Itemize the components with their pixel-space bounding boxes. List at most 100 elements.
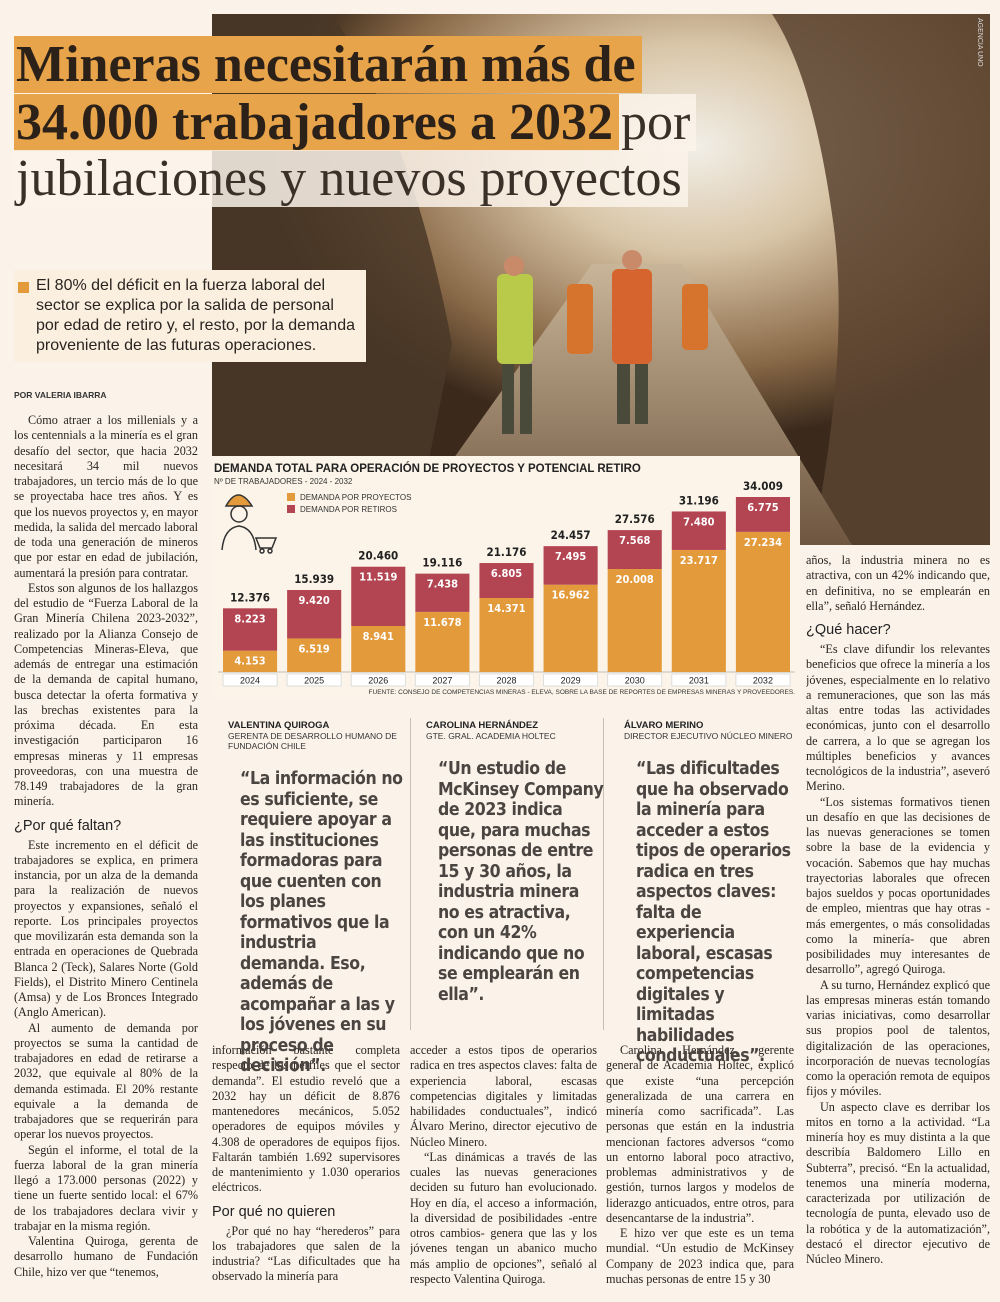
- x-tick-label: 2032: [753, 676, 773, 686]
- divider: [603, 718, 604, 1030]
- bar-segment: [479, 598, 534, 672]
- value-label: 6.519: [299, 642, 330, 655]
- column: acceder a estos tipos de operarios radic…: [410, 1043, 597, 1298]
- paragraph: “Es clave difundir los relevantes benefi…: [806, 642, 990, 794]
- paragraph: Un aspecto clave es derribar los mitos e…: [806, 1099, 990, 1267]
- value-label: 6.775: [747, 501, 778, 514]
- summary: El 80% del déficit en la fuerza laboral …: [14, 270, 366, 362]
- x-tick-label: 2025: [304, 676, 324, 686]
- value-label: 7.495: [555, 550, 586, 563]
- bar-segment: [223, 608, 278, 651]
- headline-line: Mineras necesitarán más de: [14, 36, 642, 93]
- value-label: 20.008: [616, 573, 654, 586]
- x-tick-label: 2029: [561, 676, 581, 686]
- value-label: 11.678: [423, 616, 461, 629]
- chart-source: FUENTE: CONSEJO DE COMPETENCIAS MINERAS …: [369, 689, 796, 696]
- quote: CAROLINA HERNÁNDEZ GTE. GRAL. ACADEMIA HO…: [426, 720, 604, 1005]
- quote: VALENTINA QUIROGA GERENTA DE DESARROLLO H…: [228, 720, 406, 1077]
- quote-name: VALENTINA QUIROGA: [228, 720, 330, 731]
- quote-role: GERENTA DE DESARROLLO HUMANO DE FUNDACIÓ…: [228, 731, 397, 751]
- subhead: ¿Qué hacer?: [806, 622, 891, 638]
- value-label: 4.153: [234, 655, 265, 668]
- bar-segment: [351, 625, 406, 672]
- x-tick-label: 2024: [240, 676, 260, 686]
- quote-role: GTE. GRAL. ACADEMIA HOLTEC: [426, 731, 556, 741]
- paragraph: años, la industria minera no es atractiv…: [806, 553, 990, 613]
- category-box: [286, 673, 342, 687]
- divider: [410, 718, 411, 1030]
- bar-segment: [351, 566, 406, 626]
- column: Cómo atraer a los millenials y a los cen…: [14, 413, 198, 1298]
- total-label: 24.457: [551, 528, 591, 542]
- paragraph: información bastante completa respecto d…: [212, 1043, 400, 1195]
- x-tick-label: 2030: [625, 676, 645, 686]
- legend-label: DEMANDA POR PROYECTOS: [300, 493, 411, 502]
- total-label: 19.116: [422, 556, 462, 570]
- headline: Mineras necesitarán más de: [14, 36, 642, 94]
- value-label: 16.962: [552, 589, 590, 602]
- value-label: 8.941: [363, 630, 394, 643]
- category-box: [735, 673, 791, 687]
- headline: jubilaciones y nuevos proyectos: [14, 150, 688, 208]
- quote: ÁLVARO MERINO DIRECTOR EJECUTIVO NÚCLEO M…: [624, 720, 802, 1067]
- total-label: 15.939: [294, 572, 334, 586]
- value-label: 7.480: [683, 515, 714, 528]
- total-label: 27.576: [615, 512, 655, 526]
- bar-segment: [415, 611, 470, 672]
- bar-segment: [287, 638, 342, 672]
- chart: DEMANDA TOTAL PARA OPERACIÓN DE PROYECTO…: [212, 456, 800, 700]
- bar-segment: [607, 569, 662, 672]
- category-box: [478, 673, 535, 687]
- total-label: 20.460: [358, 549, 398, 563]
- quote-text: “Un estudio de McKinsey Company de 2023 …: [438, 759, 604, 1005]
- value-label: 9.420: [299, 594, 330, 607]
- headline-line: por: [619, 94, 697, 151]
- paragraph: Cómo atraer a los millenials y a los cen…: [14, 413, 198, 580]
- subhead: ¿Por qué faltan?: [14, 817, 122, 834]
- bar-segment: [671, 511, 726, 550]
- value-label: 8.223: [234, 612, 265, 625]
- headline-line: 34.000 trabajadores a 2032: [14, 94, 620, 151]
- bar-segment: [223, 650, 278, 672]
- legend-swatch: [287, 493, 295, 501]
- category-box: [350, 673, 406, 687]
- category-box: [671, 673, 727, 687]
- column: años, la industria minera no es atractiv…: [806, 553, 990, 1298]
- value-label: 14.371: [487, 602, 525, 615]
- paragraph: Carolina Hernández, gerente general de A…: [606, 1043, 794, 1225]
- quote-name: ÁLVARO MERINO: [624, 720, 704, 731]
- bar-segment: [543, 584, 598, 672]
- bar-segment: [735, 531, 790, 672]
- total-label: 34.009: [743, 479, 783, 493]
- bar-segment: [735, 497, 790, 532]
- paragraph: acceder a estos tipos de operarios radic…: [410, 1043, 597, 1149]
- worker-icon: [221, 494, 278, 554]
- chart-title: DEMANDA TOTAL PARA OPERACIÓN DE PROYECTO…: [214, 462, 641, 475]
- x-tick-label: 2026: [368, 676, 388, 686]
- headline: 34.000 trabajadores a 2032 por: [14, 94, 697, 152]
- column: información bastante completa respecto d…: [212, 1043, 400, 1298]
- total-label: 21.176: [487, 545, 527, 559]
- paragraph: Según el informe, el total de la fuerza …: [14, 1142, 198, 1233]
- bar-segment: [607, 530, 662, 570]
- subhead: Por qué no quieren: [212, 1203, 336, 1220]
- column: Carolina Hernández, gerente general de A…: [606, 1043, 794, 1298]
- paragraph: “Las dinámicas a través de las cuales la…: [410, 1149, 597, 1286]
- headline-line: jubilaciones y nuevos proyectos: [14, 150, 688, 207]
- category-box: [607, 673, 663, 687]
- category-box: [222, 673, 278, 687]
- paragraph: Este incremento en el déficit de trabaja…: [14, 837, 198, 1020]
- paragraph: “Los sistemas formativos tienen un desaf…: [806, 794, 990, 977]
- total-label: 12.376: [230, 590, 270, 604]
- category-box: [543, 673, 599, 687]
- paragraph: E hizo ver que este es un tema mundial. …: [606, 1226, 794, 1286]
- quote-text: “Las dificultades que ha observado la mi…: [636, 759, 791, 1066]
- paragraph: Al aumento de demanda por proyectos se s…: [14, 1020, 198, 1142]
- legend-swatch: [287, 505, 295, 513]
- value-label: 7.438: [427, 578, 458, 591]
- value-label: 27.234: [744, 536, 782, 549]
- x-tick-label: 2027: [432, 676, 452, 686]
- value-label: 11.519: [359, 571, 397, 584]
- total-label: 31.196: [679, 493, 719, 507]
